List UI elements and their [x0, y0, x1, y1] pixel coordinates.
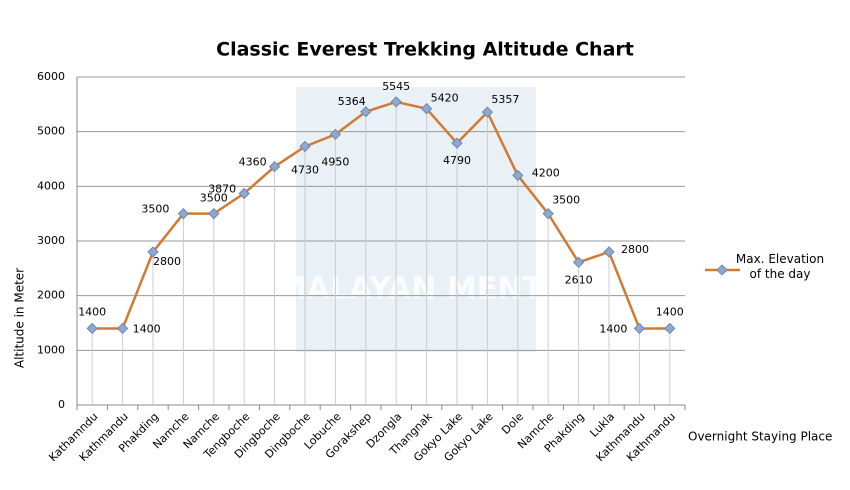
data-label: 5357	[491, 93, 519, 106]
y-tick-label: 0	[58, 398, 65, 411]
data-label: 5364	[338, 95, 366, 108]
data-point	[603, 246, 615, 258]
x-tick-label: Dole	[499, 410, 526, 437]
data-point	[208, 208, 220, 220]
data-label: 1400	[133, 322, 161, 335]
watermark-panel	[296, 87, 536, 352]
y-tick-label: 6000	[37, 70, 65, 83]
legend-marker	[716, 264, 728, 276]
y-tick-label: 2000	[37, 289, 65, 302]
data-point	[420, 103, 433, 115]
data-point	[238, 187, 250, 200]
data-label: 4360	[239, 156, 267, 169]
data-point	[329, 128, 342, 141]
y-tick-label: 3000	[37, 234, 65, 247]
data-label: 1400	[656, 305, 684, 318]
data-label: 2800	[153, 255, 181, 268]
data-point	[268, 160, 281, 173]
y-tick-label: 4000	[37, 179, 65, 192]
data-point	[542, 208, 554, 220]
data-point	[512, 169, 524, 182]
x-axis-label: Overnight Staying Place	[688, 430, 832, 444]
y-tick-label: 1000	[37, 343, 65, 356]
data-point	[451, 137, 463, 149]
data-label: 4790	[443, 154, 471, 167]
data-point	[633, 322, 646, 335]
data-label: 4950	[321, 155, 349, 168]
data-point	[572, 256, 585, 268]
data-label: 3500	[552, 194, 580, 207]
legend-label: Max. Elevation of the day	[735, 252, 825, 281]
data-label: 1400	[599, 322, 627, 335]
data-label: 2610	[565, 273, 593, 286]
data-label: 1400	[78, 305, 106, 318]
y-tick-label: 5000	[37, 125, 65, 138]
data-point	[147, 246, 159, 258]
data-label: 3870	[208, 182, 236, 195]
data-point	[177, 208, 190, 220]
chart-title: Classic Everest Trekking Altitude Chart	[216, 39, 634, 61]
data-point	[299, 140, 311, 153]
data-label: 2800	[621, 243, 649, 256]
data-label: 3500	[141, 203, 169, 216]
data-label: 5420	[431, 92, 459, 105]
data-point	[664, 322, 676, 335]
data-label: 4200	[532, 166, 560, 179]
data-point	[86, 322, 98, 335]
data-label: 4730	[291, 163, 319, 176]
data-point	[481, 106, 494, 118]
data-point	[116, 322, 129, 335]
watermark: HIMALAYAN MENTOR	[241, 272, 592, 307]
data-label: 3500	[200, 192, 228, 205]
data-point	[360, 106, 372, 118]
data-point	[390, 96, 402, 108]
data-label: 5545	[382, 80, 410, 93]
y-axis-label: Altitude in Meter	[13, 268, 27, 368]
